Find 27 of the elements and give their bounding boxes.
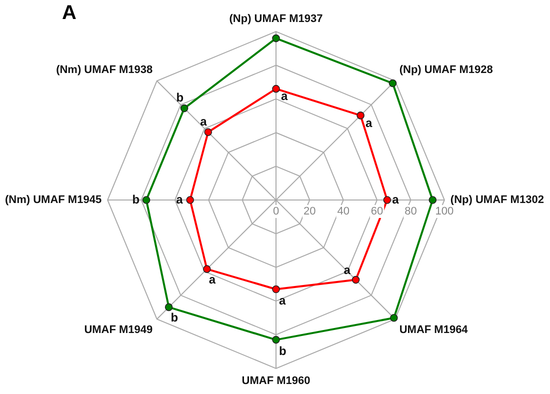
- y-tick-label: 20: [304, 206, 316, 218]
- y-tick-label: 0: [272, 206, 280, 218]
- spoke-label: UMAF M1960: [242, 375, 310, 388]
- y-tick-label: 40: [337, 206, 350, 218]
- data-label: b: [279, 344, 286, 358]
- spoke-label: (Np) UMAF M1302: [450, 194, 544, 206]
- spoke-label: UMAF M1964: [399, 324, 469, 336]
- data-label: a: [281, 89, 288, 104]
- data-label: a: [366, 116, 373, 130]
- y-tick-label: 100: [435, 206, 454, 218]
- data-label: a: [279, 294, 286, 308]
- data-label: a: [200, 114, 208, 128]
- data-label: a: [392, 192, 400, 206]
- data-label: a: [176, 192, 184, 206]
- spoke-label: UMAF M1949: [84, 324, 153, 336]
- spoke-label: (Np) UMAF M1937: [229, 13, 323, 25]
- spoke-label: (Nm) UMAF M1938: [56, 64, 153, 76]
- spoke-label: (Nm) UMAF M1945: [4, 194, 102, 206]
- data-label: a: [208, 272, 216, 286]
- data-label: b: [170, 310, 178, 325]
- y-tick-label: 80: [404, 206, 417, 218]
- data-label: a: [344, 263, 351, 278]
- data-label: b: [132, 192, 140, 206]
- chart-title: A: [62, 2, 76, 25]
- y-tick-label: 60: [370, 206, 384, 218]
- data-label: b: [176, 90, 184, 105]
- spoke-label: (Np) UMAF M1928: [399, 64, 493, 76]
